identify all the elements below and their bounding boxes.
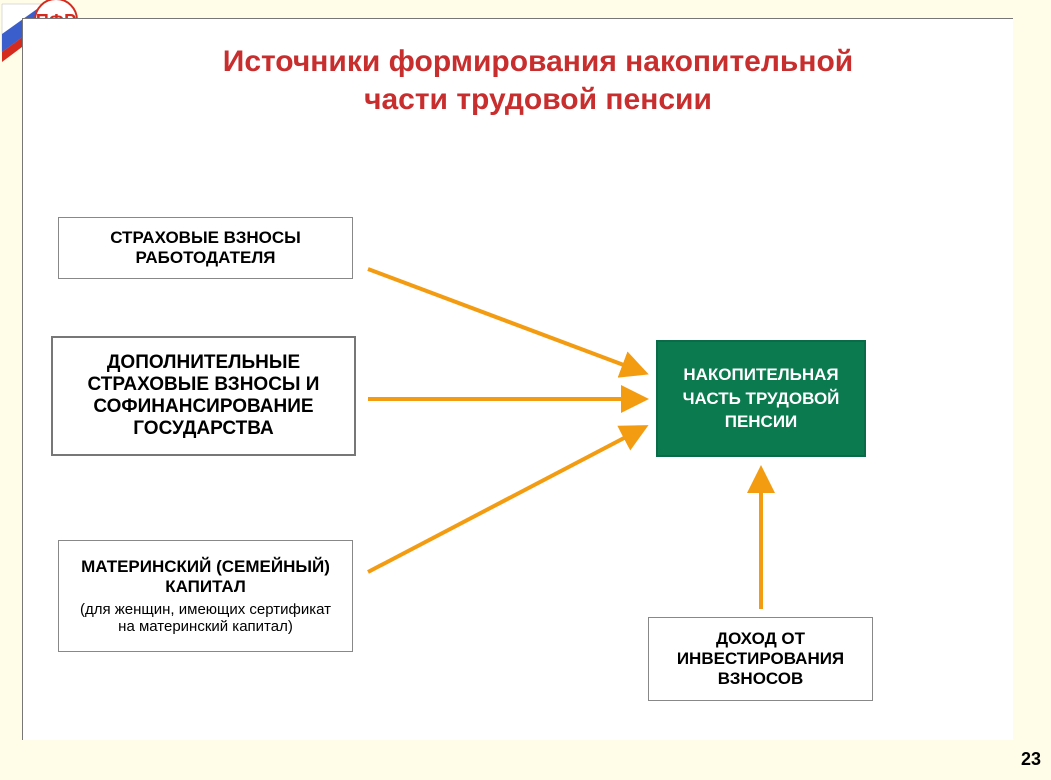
source-box-2: ДОПОЛНИТЕЛЬНЫЕ СТРАХОВЫЕ ВЗНОСЫ И СОФИНА… (51, 336, 356, 456)
income-box-label: ДОХОД ОТ ИНВЕСТИРОВАНИЯ ВЗНОСОВ (663, 629, 858, 689)
title-line1: Источники формирования накопительной (223, 45, 854, 78)
arrow-3 (368, 427, 645, 572)
source-box-2-label: ДОПОЛНИТЕЛЬНЫЕ СТРАХОВЫЕ ВЗНОСЫ И СОФИНА… (67, 352, 340, 440)
slide-title: Источники формирования накопительной час… (103, 43, 973, 118)
source-box-1: СТРАХОВЫЕ ВЗНОСЫ РАБОТОДАТЕЛЯ (58, 217, 353, 279)
source-box-3: МАТЕРИНСКИЙ (СЕМЕЙНЫЙ) КАПИТАЛ (для женщ… (58, 540, 353, 652)
center-box: НАКОПИТЕЛЬНАЯ ЧАСТЬ ТРУДОВОЙ ПЕНСИИ (656, 340, 866, 457)
source-box-3-label: МАТЕРИНСКИЙ (СЕМЕЙНЫЙ) КАПИТАЛ (73, 557, 338, 597)
slide-frame: ПФР Источники формирования накопительной… (0, 0, 1051, 780)
title-line2: части трудовой пенсии (364, 83, 712, 116)
income-box: ДОХОД ОТ ИНВЕСТИРОВАНИЯ ВЗНОСОВ (648, 617, 873, 701)
arrow-1 (368, 269, 645, 373)
center-box-label: НАКОПИТЕЛЬНАЯ ЧАСТЬ ТРУДОВОЙ ПЕНСИИ (658, 363, 864, 434)
content-panel: Источники формирования накопительной час… (22, 18, 1013, 740)
source-box-3-sublabel: (для женщин, имеющих сертификат на матер… (73, 601, 338, 635)
page-number: 23 (1021, 749, 1041, 770)
source-box-1-label: СТРАХОВЫЕ ВЗНОСЫ РАБОТОДАТЕЛЯ (73, 228, 338, 268)
